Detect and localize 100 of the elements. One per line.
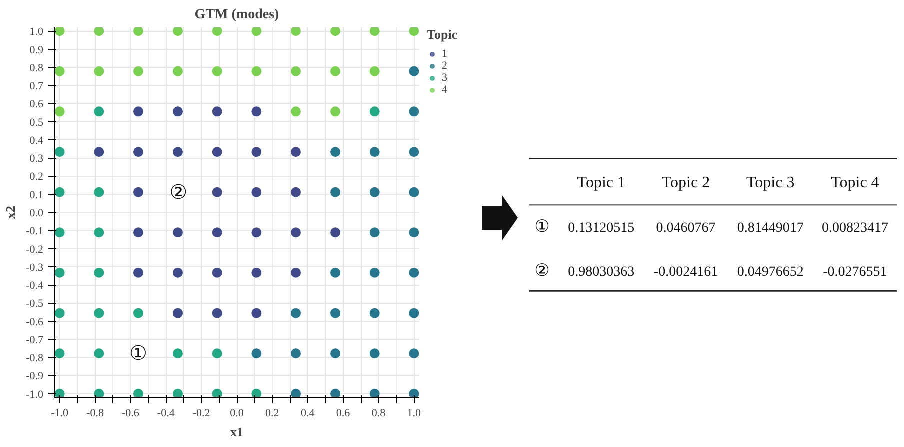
point [252, 147, 262, 158]
y-tick-label: -0.4 [26, 280, 44, 292]
point [409, 268, 420, 278]
point [94, 147, 104, 158]
point [252, 348, 262, 359]
category-label: ① [534, 217, 550, 238]
text: -0.0024161 [654, 265, 718, 280]
point [54, 268, 65, 278]
point [252, 106, 262, 117]
point [94, 308, 104, 318]
point [330, 388, 341, 398]
y-tick-label: -0.8 [26, 352, 44, 365]
point [133, 388, 144, 398]
y-tick-label: 0.4 [30, 134, 44, 147]
x-tick-label: 0.2 [266, 408, 280, 420]
legend-label: 1 [442, 48, 448, 60]
point [212, 308, 222, 318]
point [370, 187, 380, 198]
point [133, 66, 144, 76]
point [330, 28, 341, 36]
y-tick-label: -0.5 [26, 298, 44, 310]
point [252, 66, 262, 76]
category-label: Topic 3 [746, 174, 795, 192]
x-tick-label: 0.4 [301, 408, 316, 420]
category-label: ② [534, 261, 550, 282]
point [370, 28, 380, 36]
point [291, 268, 301, 278]
category-label: Topic 1 [577, 174, 626, 192]
point [330, 147, 341, 158]
point [291, 28, 301, 36]
point [94, 388, 104, 398]
annotation: ② [170, 180, 188, 204]
y-tick-label: 0.5 [30, 116, 44, 129]
point [330, 66, 341, 76]
point [212, 388, 222, 398]
point [291, 348, 301, 359]
text: 0.04976652 [737, 265, 804, 280]
point [291, 187, 301, 198]
chart-title: GTM (modes) [194, 8, 280, 22]
point [212, 106, 222, 117]
point [54, 28, 65, 36]
point [212, 268, 222, 278]
text: 0.98030363 [568, 265, 635, 280]
point [370, 147, 380, 158]
point [370, 308, 380, 318]
point [252, 388, 262, 398]
y-tick-label: -1.0 [26, 388, 44, 401]
point [330, 228, 341, 238]
y-tick-label: 0.7 [30, 80, 44, 93]
point [133, 228, 144, 238]
point [291, 66, 301, 76]
point [252, 308, 262, 318]
x-tick-label: 0.8 [372, 408, 386, 420]
point [94, 268, 104, 278]
y-tick-label: 0.9 [30, 44, 44, 56]
point [291, 147, 301, 158]
y-tick-label: -0.6 [26, 316, 44, 328]
point [409, 28, 420, 36]
point [133, 147, 144, 158]
point [94, 187, 104, 198]
point [173, 308, 183, 318]
text: 0.81449017 [737, 221, 804, 236]
category-label: Topic 2 [662, 174, 710, 192]
point [54, 308, 65, 318]
point [133, 187, 144, 198]
text: 0.13120515 [568, 221, 635, 236]
y-axis-title: x2 [3, 206, 18, 219]
point [370, 66, 380, 76]
point [173, 348, 183, 359]
text: -0.0276551 [823, 265, 888, 280]
point [54, 66, 65, 76]
text: 0.0460767 [656, 221, 716, 236]
legend-label: 4 [442, 84, 448, 96]
x-tick-label: -1.0 [51, 408, 70, 420]
point [54, 147, 65, 158]
point [173, 28, 183, 36]
point [291, 308, 301, 318]
x-tick-label: -0.6 [122, 408, 140, 420]
point [212, 187, 222, 198]
point [133, 308, 144, 318]
point [370, 106, 380, 117]
x-tick-label: 0.6 [336, 408, 351, 420]
x-tick-label: -0.8 [86, 408, 104, 420]
point [409, 228, 420, 238]
x-tick-label: -0.4 [157, 408, 176, 420]
point [212, 228, 222, 238]
point [54, 388, 65, 398]
point [370, 228, 380, 238]
point [409, 348, 420, 359]
point [173, 388, 183, 398]
point [409, 187, 420, 198]
point [94, 106, 104, 117]
point [94, 66, 104, 76]
point [330, 187, 341, 198]
point [54, 106, 65, 117]
point [212, 348, 222, 359]
point [409, 388, 420, 398]
point [94, 348, 104, 359]
y-tick-label: -0.7 [26, 334, 44, 346]
y-tick-label: -0.2 [26, 244, 44, 256]
